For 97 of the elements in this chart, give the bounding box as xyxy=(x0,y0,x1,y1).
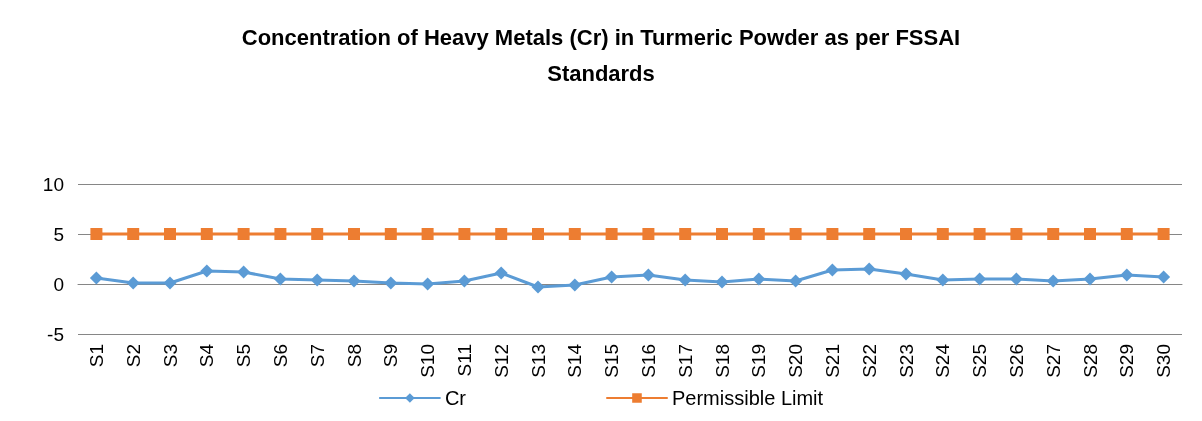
point xyxy=(716,228,728,240)
x-tick-label: S10 xyxy=(417,344,439,378)
x-tick-label: S2 xyxy=(122,344,144,368)
point xyxy=(752,228,765,240)
point xyxy=(273,272,287,286)
point xyxy=(532,228,544,240)
point xyxy=(936,273,950,287)
x-tick-label: S29 xyxy=(1116,344,1138,378)
point xyxy=(164,228,176,240)
point xyxy=(89,271,103,285)
point xyxy=(826,228,839,240)
point xyxy=(1084,228,1096,240)
point xyxy=(311,228,324,240)
point xyxy=(862,262,876,276)
point xyxy=(163,276,177,290)
x-tick-label: S9 xyxy=(380,344,402,368)
point xyxy=(200,264,214,278)
point xyxy=(678,273,692,287)
point xyxy=(973,228,986,240)
point xyxy=(899,267,913,281)
point xyxy=(1120,228,1133,240)
point xyxy=(825,263,839,277)
point xyxy=(1157,270,1171,284)
x-tick-label: S24 xyxy=(932,343,954,378)
point xyxy=(347,274,361,288)
point xyxy=(531,280,545,294)
point xyxy=(384,276,398,290)
point xyxy=(458,228,471,240)
point xyxy=(237,228,250,240)
point xyxy=(1120,268,1134,282)
y-tick-label: 5 xyxy=(53,223,64,245)
chart-title: Concentration of Heavy Metals (Cr) in Turmeric Powder as per FSSAI Standards xyxy=(241,24,961,86)
point xyxy=(1010,228,1023,240)
point xyxy=(642,228,655,240)
point xyxy=(348,228,360,240)
point xyxy=(752,272,766,286)
point xyxy=(457,274,471,288)
x-tick-label: S20 xyxy=(785,344,807,378)
x-tick-label: S11 xyxy=(453,344,475,377)
point xyxy=(973,272,987,286)
point xyxy=(605,270,619,284)
x-tick-label: S19 xyxy=(748,344,770,378)
legend-label: Cr xyxy=(444,387,467,409)
point xyxy=(200,228,213,240)
point xyxy=(421,277,435,291)
point xyxy=(715,275,729,289)
point xyxy=(1157,228,1170,240)
point xyxy=(384,228,397,240)
point xyxy=(126,276,140,290)
y-tick-label: -5 xyxy=(47,323,64,345)
x-tick-label: S15 xyxy=(601,344,623,378)
point xyxy=(495,228,508,240)
point xyxy=(127,228,140,240)
point xyxy=(605,228,618,240)
x-tick-label: S26 xyxy=(1005,344,1027,378)
x-tick-label: S28 xyxy=(1079,344,1101,378)
x-tick-label: S5 xyxy=(233,344,255,368)
point xyxy=(1047,228,1060,240)
point xyxy=(90,228,103,240)
x-tick-label: S6 xyxy=(269,344,291,368)
x-tick-label: S14 xyxy=(564,343,586,378)
point xyxy=(900,228,912,240)
x-tick-label: S16 xyxy=(637,344,659,378)
point xyxy=(641,268,655,282)
point xyxy=(789,228,802,240)
point xyxy=(789,274,803,288)
point xyxy=(237,265,251,279)
point xyxy=(310,273,324,287)
x-tick-label: S1 xyxy=(85,344,107,368)
point xyxy=(863,228,876,240)
point xyxy=(936,228,949,240)
x-tick-label: S17 xyxy=(674,344,696,378)
y-tick-label: 10 xyxy=(42,173,64,195)
x-tick-label: S27 xyxy=(1042,344,1064,378)
x-tick-label: S23 xyxy=(895,344,917,378)
x-tick-label: S3 xyxy=(159,344,181,368)
point xyxy=(1009,272,1023,286)
x-tick-label: S18 xyxy=(711,344,733,378)
x-tick-label: S12 xyxy=(490,344,512,378)
x-tick-label: S8 xyxy=(343,344,365,368)
point xyxy=(1046,274,1060,288)
point xyxy=(1083,272,1097,286)
x-tick-label: S22 xyxy=(858,344,880,378)
point xyxy=(421,228,434,240)
x-tick-label: S7 xyxy=(306,344,328,368)
x-tick-label: S13 xyxy=(527,344,549,378)
point xyxy=(274,228,287,240)
x-tick-label: S30 xyxy=(1153,344,1175,378)
y-tick-label: 0 xyxy=(53,273,64,295)
point xyxy=(679,228,692,240)
x-tick-label: S25 xyxy=(969,344,991,378)
legend-label: Permissible Limit xyxy=(671,387,824,409)
x-tick-label: S4 xyxy=(196,343,218,368)
point xyxy=(568,228,581,240)
point xyxy=(568,278,582,292)
x-tick-label: S21 xyxy=(821,344,843,378)
point xyxy=(494,266,508,280)
